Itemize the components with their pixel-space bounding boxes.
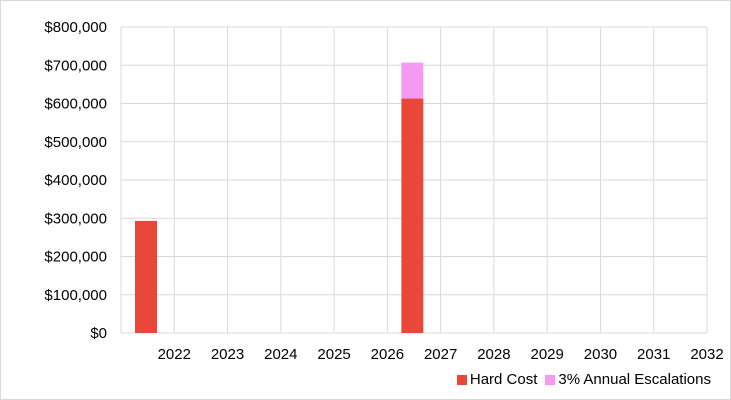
grid-lines	[120, 26, 708, 334]
legend-item-escalations: 3% Annual Escalations	[545, 371, 711, 388]
bar-escalations-2027	[401, 62, 424, 99]
legend-swatch-hard-cost	[456, 374, 467, 385]
y-tick-label: $400,000	[44, 172, 107, 189]
y-tick-label: $300,000	[44, 210, 107, 227]
bar-hard-cost-2022	[135, 220, 157, 333]
x-tick-label: 2025	[317, 346, 350, 363]
legend-label-escalations: 3% Annual Escalations	[558, 371, 711, 388]
legend: Hard Cost 3% Annual Escalations	[449, 371, 711, 388]
bar-hard-cost-2027	[401, 98, 424, 333]
y-tick-label: $200,000	[44, 249, 107, 266]
x-tick-label: 2029	[530, 346, 563, 363]
x-tick-label: 2032	[690, 346, 723, 363]
y-tick-label: $800,000	[44, 19, 107, 36]
y-tick-label: $700,000	[44, 57, 107, 74]
x-tick-label: 2023	[211, 346, 244, 363]
x-tick-label: 2024	[264, 346, 297, 363]
legend-label-hard-cost: Hard Cost	[469, 371, 538, 388]
y-tick-label: $600,000	[44, 96, 107, 113]
x-tick-label: 2030	[584, 346, 617, 363]
x-tick-label: 2027	[424, 346, 457, 363]
legend-swatch-escalations	[545, 374, 556, 385]
x-tick-label: 2022	[158, 346, 191, 363]
x-tick-label: 2028	[477, 346, 510, 363]
bars	[135, 62, 424, 333]
y-tick-label: $500,000	[44, 134, 107, 151]
x-axis-tick-labels: 2022 2023 2024 2025 2026 2027 2028 2029 2030 2031…	[158, 346, 724, 363]
legend-item-hard-cost: Hard Cost	[456, 371, 538, 388]
y-axis-tick-labels: $0 $100,000 $200,000 $300,000 $400,000 $500,0…	[44, 19, 107, 342]
y-tick-label: $0	[90, 325, 107, 342]
x-tick-label: 2026	[371, 346, 404, 363]
y-tick-label: $100,000	[44, 287, 107, 304]
x-tick-label: 2031	[637, 346, 670, 363]
